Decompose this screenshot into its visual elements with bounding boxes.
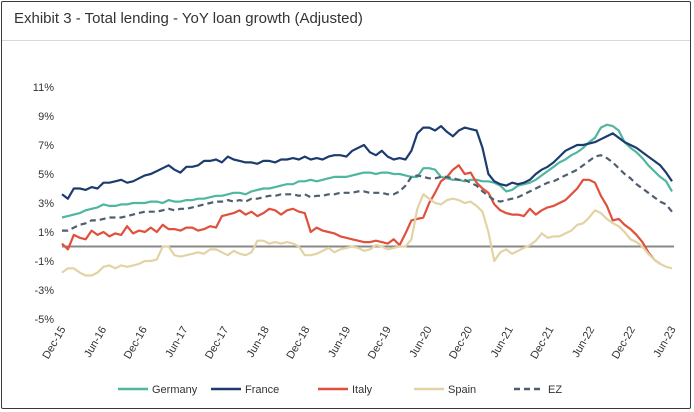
x-tick-label: Jun-23 [651,325,678,360]
y-tick-label: 11% [33,82,54,94]
y-tick-label: -3% [34,285,54,297]
legend-label-italy: Italy [352,384,373,396]
x-tick-label: Dec-22 [610,325,638,362]
legend-label-spain: Spain [448,384,476,396]
y-tick-label: 1% [38,227,54,239]
y-tick-label: 9% [38,111,54,123]
x-tick-label: Jun-16 [82,325,109,360]
series-line-france [61,124,673,200]
y-tick-label: -5% [34,314,54,326]
x-tick-label: Jun-20 [407,325,434,360]
series-line-italy [61,164,661,265]
x-tick-label: Dec-18 [284,325,312,362]
x-tick-label: Jun-17 [163,325,190,360]
x-tick-label: Jun-18 [245,325,272,360]
legend-label-ez: EZ [548,384,562,396]
x-tick-label: Dec-21 [528,325,556,362]
y-tick-label: 5% [38,169,54,181]
x-tick-label: Jun-21 [489,325,516,360]
legend-label-france: France [245,384,279,396]
chart-header: Exhibit 3 - Total lending - YoY loan gro… [2,2,690,41]
series-line-ez [62,154,673,232]
chart-title: Exhibit 3 - Total lending - YoY loan gro… [14,10,363,27]
x-tick-label: Dec-20 [447,325,475,362]
x-tick-label: Jun-22 [570,325,597,360]
series-line-spain [61,193,673,277]
series-line-germany [61,123,673,219]
y-tick-label: 7% [38,140,54,152]
y-tick-label: -1% [34,256,54,268]
legend-label-germany: Germany [152,384,198,396]
x-tick-label: Dec-15 [40,325,68,362]
x-tick-label: Jun-19 [326,325,353,360]
x-tick-label: Dec-17 [203,325,231,362]
x-tick-label: Dec-19 [366,325,394,362]
y-tick-label: 3% [38,198,54,210]
x-tick-label: Dec-16 [122,325,150,362]
